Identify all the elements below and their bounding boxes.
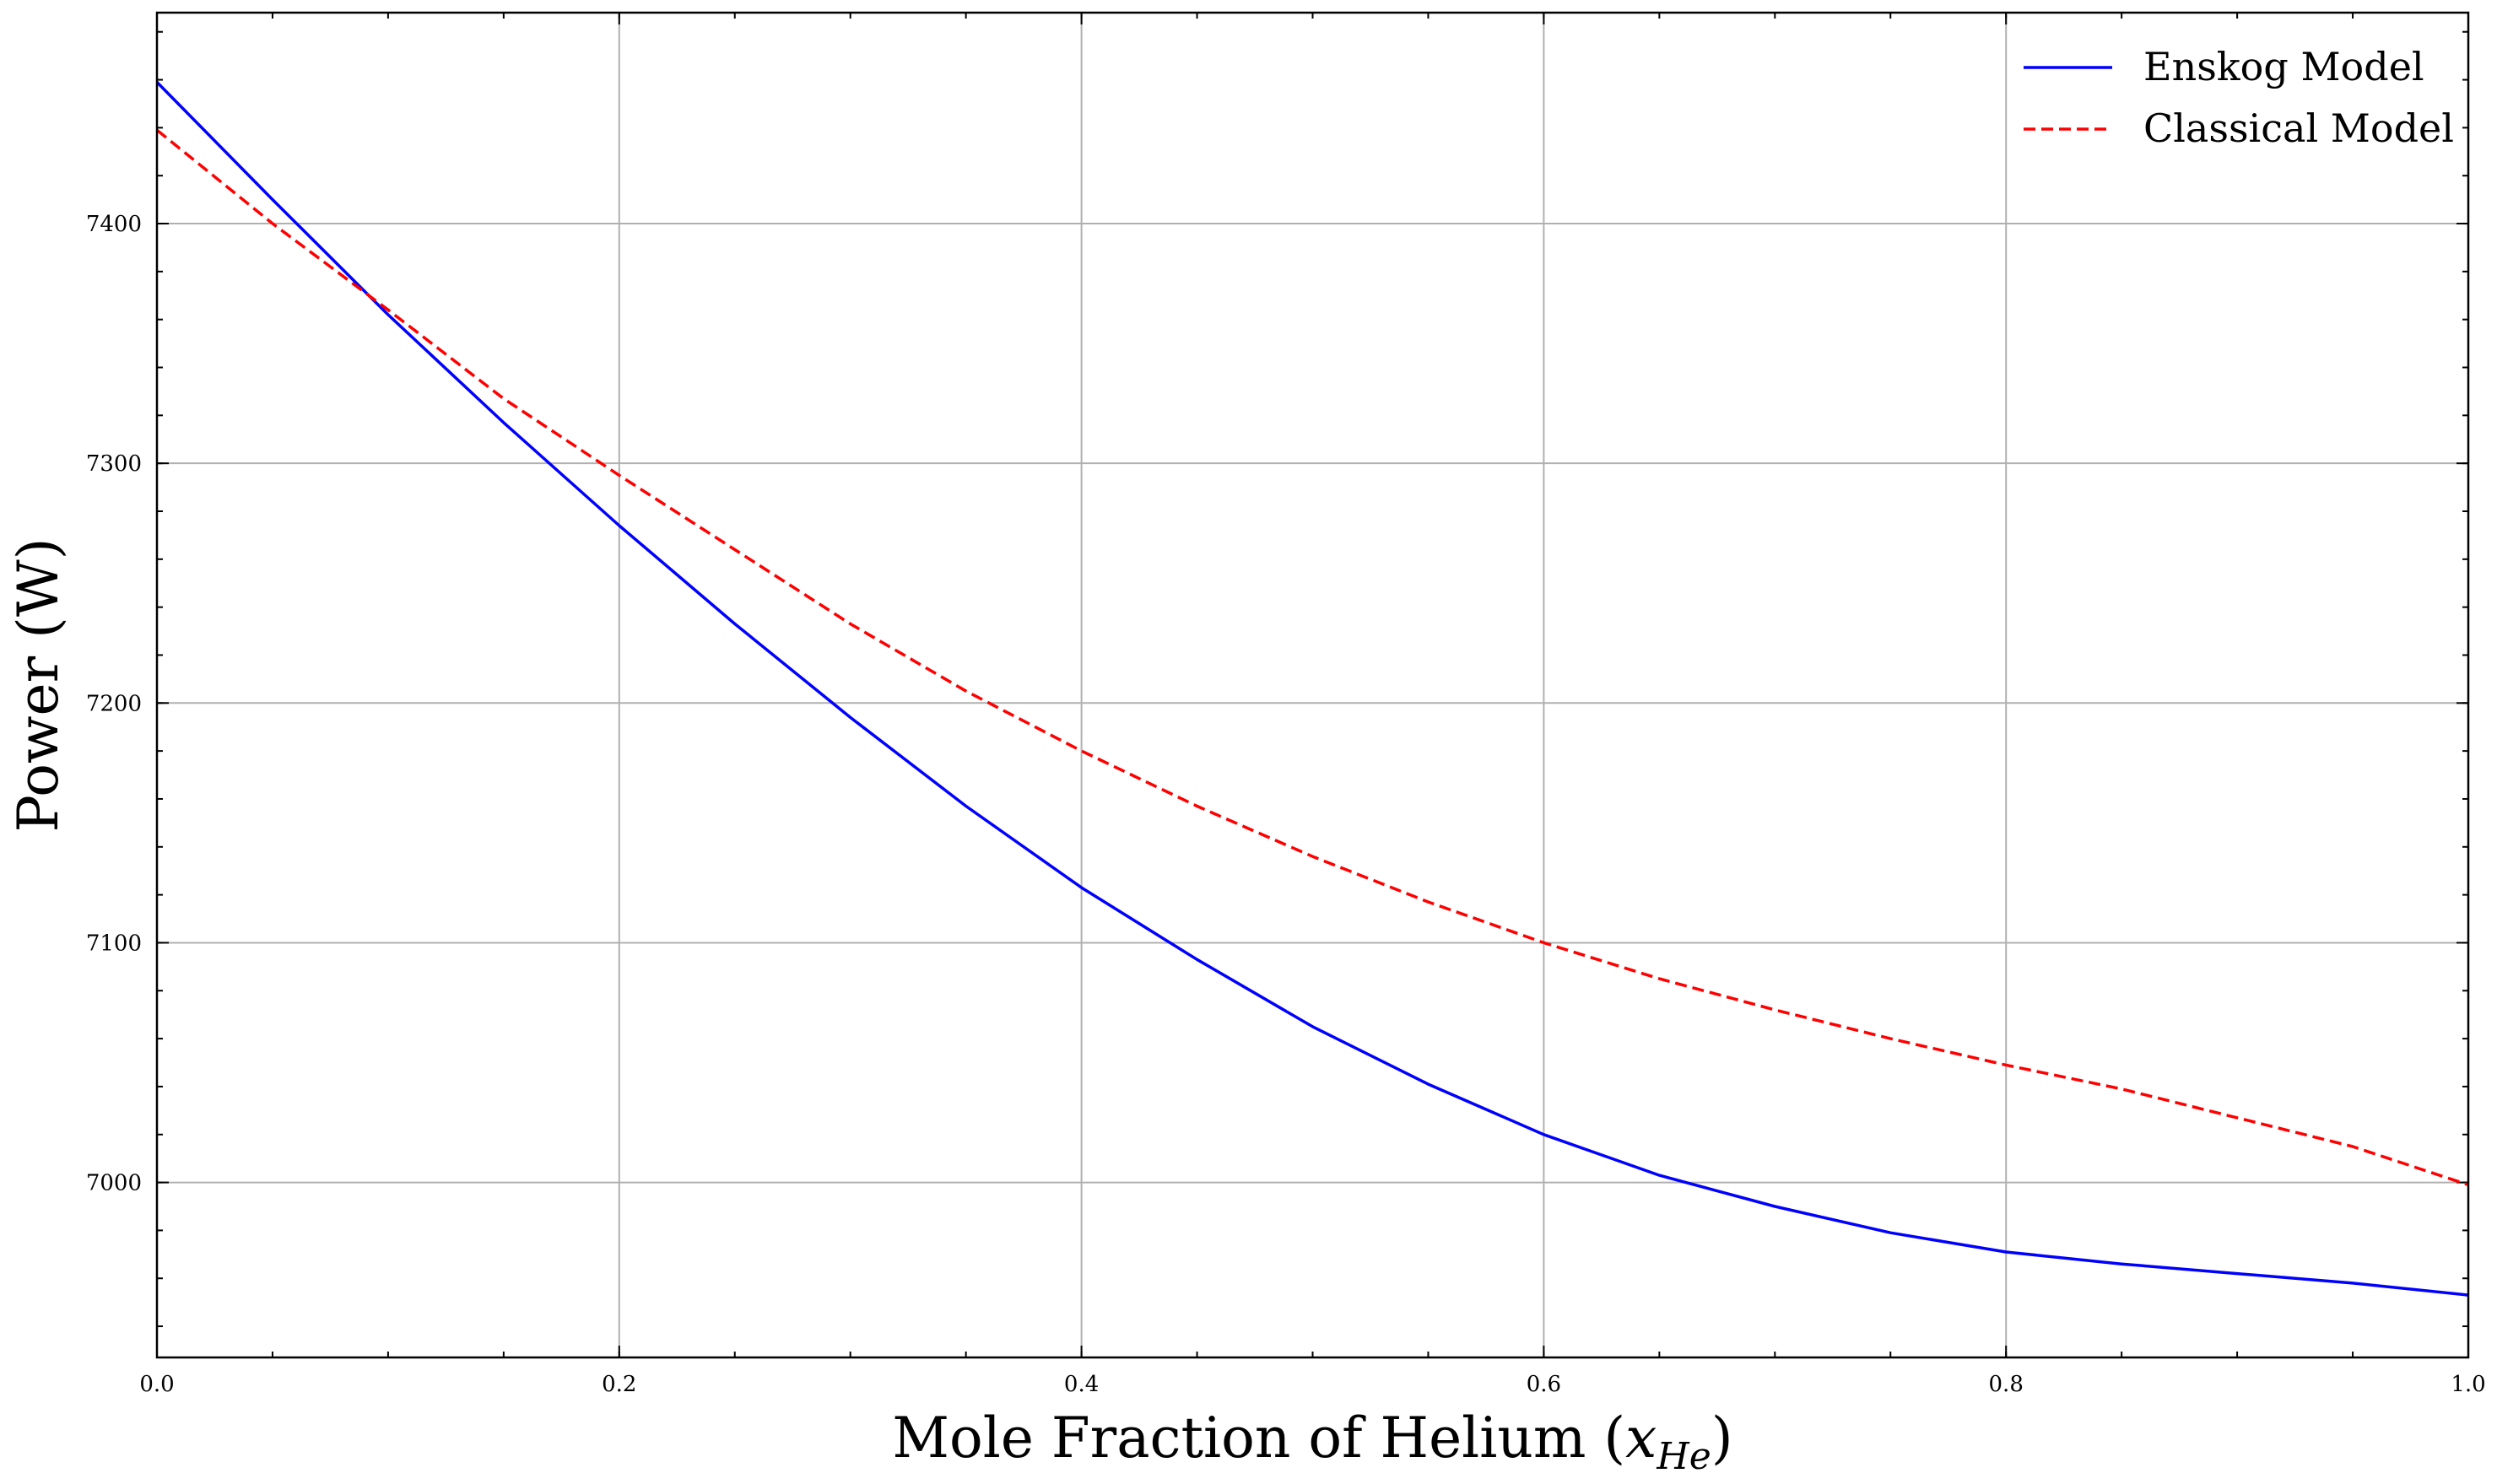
tick-labels: 0.0 0.2 0.4 0.6 0.8 1.0 7000 7100 7200 7300 7400 <box>86 212 2486 1397</box>
grid-lines <box>157 13 2468 1357</box>
x-axis-label-subscript: He <box>1656 1435 1711 1478</box>
x-axis-label-close: ) <box>1711 1406 1733 1471</box>
series-line-enskog <box>155 81 2469 1297</box>
y-axis-label: Power (W) <box>6 538 71 833</box>
legend-label-enskog: Enskog Model <box>2143 44 2424 89</box>
legend: Enskog Model Classical Model <box>2008 32 2454 159</box>
x-tick-label: 0.8 <box>1989 1372 2024 1397</box>
y-tick-label: 7000 <box>86 1171 142 1196</box>
x-tick-label: 0.4 <box>1064 1372 1099 1397</box>
series-lines <box>155 81 2469 1297</box>
x-tick-label: 0.0 <box>139 1372 174 1397</box>
x-tick-label: 0.2 <box>602 1372 636 1397</box>
x-axis-label-text: Mole Fraction of Helium ( <box>892 1406 1625 1471</box>
x-axis-label: Mole Fraction of Helium (xHe) <box>892 1406 1732 1478</box>
x-tick-label: 0.6 <box>1527 1372 1561 1397</box>
y-tick-label: 7300 <box>86 451 142 477</box>
plot-frame <box>155 11 2470 1359</box>
y-tick-label: 7400 <box>86 212 142 237</box>
legend-label-classical: Classical Model <box>2143 105 2454 151</box>
x-axis-label-variable: x <box>1625 1406 1657 1471</box>
series-line-classical <box>155 128 2469 1187</box>
x-tick-label: 1.0 <box>2451 1372 2485 1397</box>
y-tick-label: 7100 <box>86 931 142 956</box>
axis-ticks <box>156 13 2469 1357</box>
legend-box <box>2008 32 2447 159</box>
y-tick-label: 7200 <box>86 691 142 716</box>
